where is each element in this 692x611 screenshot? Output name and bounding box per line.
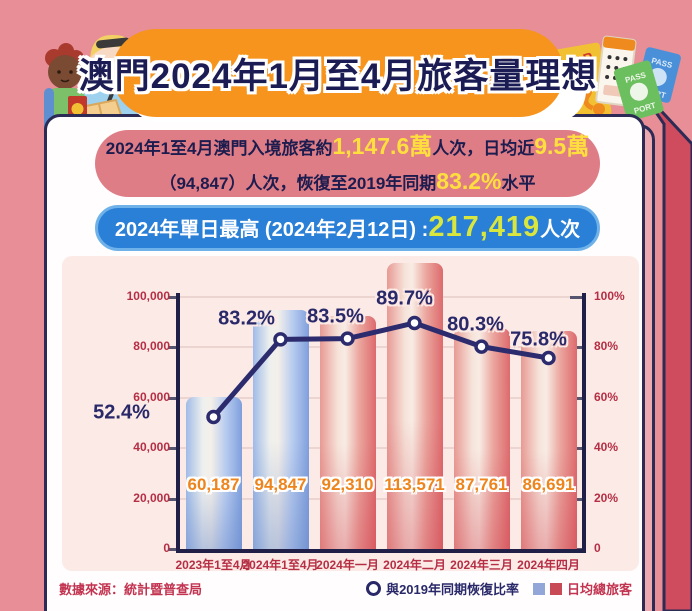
daily-record-text: 2024年單日最高 (2024年2月12日) : 217,419 人次 [115, 206, 580, 250]
daily-record-pill: 2024年單日最高 (2024年2月12日) : 217,419 人次 [95, 205, 600, 251]
left-axis-tick-label: 100,000 [126, 289, 170, 303]
recovery-rate-label: 83.2% [218, 307, 275, 330]
right-axis-tick-label: 80% [594, 339, 619, 354]
x-axis-label: 2024年一月 [316, 558, 379, 572]
legend-item-line: 與2019年同期恢復比率 [366, 579, 519, 598]
recovery-rate-label: 80.3% [447, 313, 504, 336]
tourist-a-head [48, 55, 82, 89]
gridline [180, 447, 582, 450]
summary-line-1: 2024年1至4月澳門入境旅客約 1,147.6萬 人次，日均近 9.5萬 [106, 129, 589, 164]
bar-2024年一月 [319, 316, 376, 549]
page-title: 澳門2024年1月至4月旅客量理想 [78, 56, 598, 96]
bar-value-label: 60,187 [187, 475, 240, 494]
text-segment: 人次，日均近 [432, 139, 535, 158]
chart-legend: 與2019年同期恢復比率 日均總旅客 [366, 579, 632, 598]
bar-value-label: 86,691 [522, 475, 575, 494]
text-segment: （94,847）人次，恢復至2019年同期 [159, 173, 437, 193]
right-axis-tick-label: 0 [594, 541, 601, 555]
passport-emblem [71, 103, 84, 115]
bar-value-label: 113,571 [384, 475, 445, 494]
left-axis-tick-label: 60,000 [133, 389, 170, 404]
left-axis-tick [168, 447, 180, 451]
line-marker-icon [366, 581, 382, 596]
text-segment: 9.5萬 [534, 133, 590, 159]
x-axis-label: 2024年三月 [450, 558, 513, 572]
recovery-rate-label: 52.4% [93, 401, 150, 424]
left-axis-tick-label: 0 [163, 541, 170, 555]
blue-bar-marker-icon [532, 582, 545, 595]
passport-green: PASS PORT [613, 60, 664, 122]
right-axis-tick-label: 60% [594, 389, 619, 404]
recovery-rate-label: 83.5% [307, 305, 364, 328]
visitors-chart: 100,000 100% 80,000 80% 60,000 60% 40,000 40% 20… [62, 256, 639, 572]
red-bar-marker-icon [549, 582, 562, 595]
recovery-rate-label: 75.8% [510, 328, 567, 351]
left-axis [176, 293, 180, 553]
bar-2024年1至4月 [252, 309, 309, 549]
text-segment: 水平 [501, 173, 536, 193]
x-axis-label: 2024年四月 [517, 558, 580, 572]
left-axis-tick [168, 396, 180, 400]
bar-2024年四月 [520, 330, 577, 549]
bar-2024年三月 [453, 327, 510, 549]
data-source: 數據來源：統計暨普查局 [59, 582, 203, 597]
right-axis-tick-label: 40% [594, 440, 619, 455]
text-segment: 217,419 [428, 211, 541, 244]
left-axis-tick [168, 346, 180, 350]
bar-value-label: 87,761 [455, 475, 508, 494]
text-segment: 1,147.6萬 [332, 133, 433, 159]
left-axis-tick-label: 80,000 [133, 339, 170, 354]
bottom-axis [176, 549, 586, 553]
bar-value-label: 92,310 [321, 475, 374, 494]
title-banner: 澳門2024年1月至4月旅客量理想 [79, 29, 596, 117]
summary-box: 2024年1至4月澳門入境旅客約 1,147.6萬 人次，日均近 9.5萬 （94,8… [95, 130, 600, 197]
tourist-a-eye [57, 70, 61, 74]
content-card: 2024年1至4月澳門入境旅客約 1,147.6萬 人次，日均近 9.5萬 （94,8… [44, 114, 645, 611]
legend-item-bars: 日均總旅客 [532, 579, 632, 598]
x-axis-label: 2023年1至4月 [175, 558, 252, 572]
left-axis-tick [168, 296, 180, 299]
bar-value-label: 94,847 [254, 475, 307, 494]
card-footer: 數據來源：統計暨普查局 與2019年同期恢復比率 日均總旅客 [59, 579, 632, 598]
recovery-rate-label: 89.7% [376, 287, 433, 310]
left-axis-tick-label: 40,000 [133, 440, 170, 455]
legend-bar-label: 日均總旅客 [566, 582, 632, 597]
right-axis-tick-label: 20% [594, 490, 619, 505]
tourist-a-mouth [60, 79, 70, 83]
bar-2023年1至4月 [185, 397, 242, 549]
summary-line-2: （94,847）人次，恢復至2019年同期 83.2% 水平 [159, 164, 535, 199]
text-segment: 2024年單日最高 (2024年2月12日) : [114, 219, 429, 242]
right-axis-tick [570, 296, 582, 299]
text-segment: 2024年1至4月澳門入境旅客約 [105, 139, 333, 158]
left-axis-tick [168, 497, 180, 501]
right-axis-tick-label: 100% [594, 289, 625, 303]
text-segment: 83.2% [436, 167, 502, 194]
tourist-a-eye [69, 70, 73, 74]
legend-line-label: 與2019年同期恢復比率 [386, 582, 519, 597]
left-axis-tick-label: 20,000 [133, 490, 170, 505]
text-segment: 人次 [540, 219, 581, 242]
gridline [180, 497, 582, 500]
gridline [180, 296, 582, 298]
x-axis-label: 2024年二月 [383, 558, 446, 572]
left-axis-tick [168, 548, 180, 551]
x-axis-label: 2024年1至4月 [242, 558, 319, 572]
right-axis [582, 293, 586, 553]
